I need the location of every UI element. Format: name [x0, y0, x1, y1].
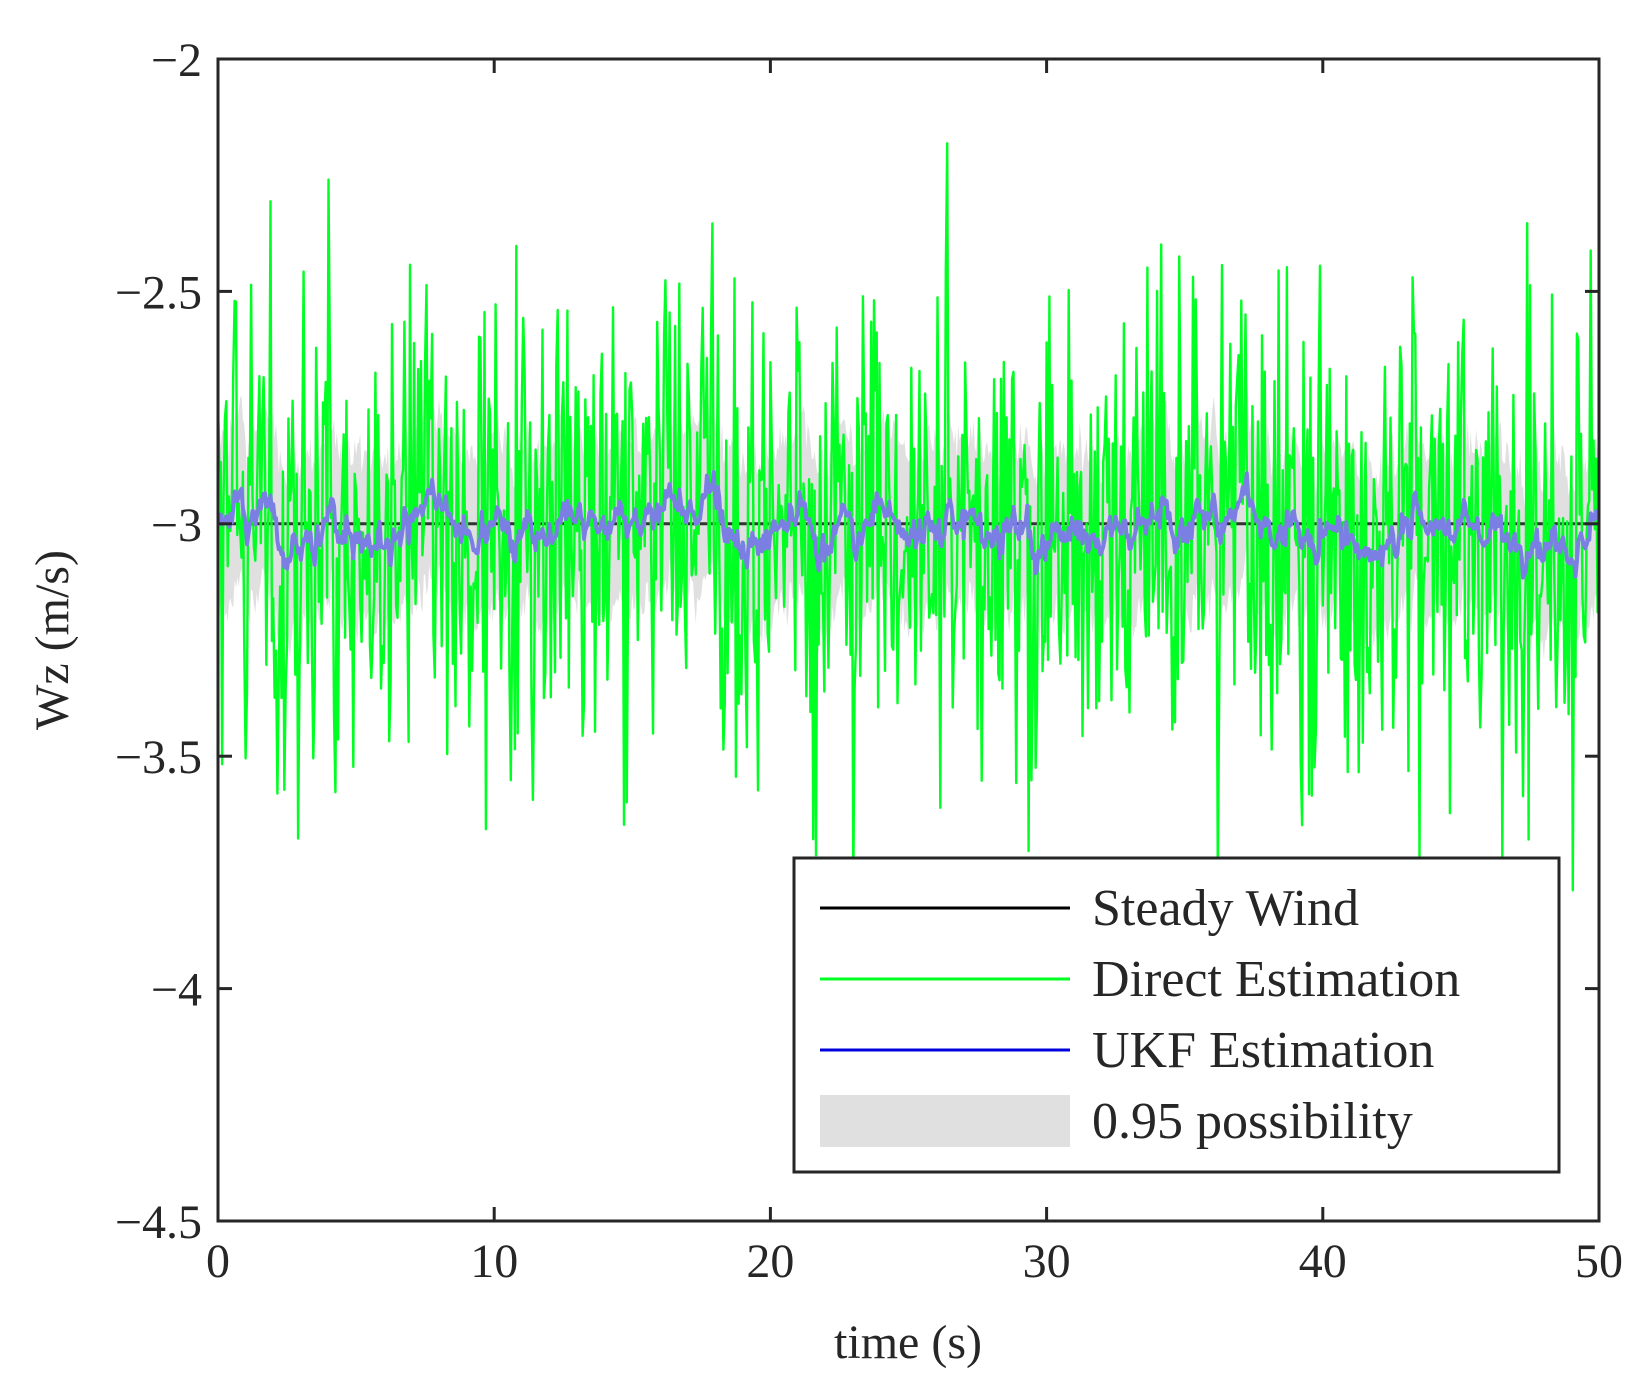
- axes: 0 10 20 30 40 50 −2 −2.5 −3 −3.5 −4 −4.5: [115, 34, 1623, 1288]
- y-tick-label: −3.5: [115, 731, 202, 784]
- x-tick-label: 40: [1299, 1235, 1347, 1288]
- x-axis-label: time (s): [834, 1316, 982, 1369]
- y-tick-label: −3: [151, 499, 202, 552]
- axis-labels: time (s) Wz (m/s): [26, 550, 982, 1369]
- y-tick-label: −2: [151, 34, 202, 87]
- x-tick-label: 20: [746, 1235, 794, 1288]
- legend: Steady Wind Direct Estimation UKF Estimati…: [792, 856, 1561, 1174]
- legend-swatch-0-95-possibility: [820, 1095, 1070, 1147]
- legend-label-steady-wind: Steady Wind: [1092, 880, 1359, 937]
- x-tick-label: 0: [206, 1235, 230, 1288]
- plot-area: [218, 142, 1599, 893]
- series-line-direct-estimation: [218, 142, 1599, 893]
- y-tick-label: −4: [151, 964, 202, 1017]
- legend-label-0-95-possibility: 0.95 possibility: [1092, 1093, 1413, 1150]
- series-line-ukf-estimation: [218, 470, 1599, 580]
- legend-label-ukf-estimation: UKF Estimation: [1092, 1022, 1434, 1079]
- y-tick-label: −4.5: [115, 1196, 202, 1249]
- legend-label-direct-estimation: Direct Estimation: [1092, 951, 1460, 1008]
- x-tick-label: 10: [470, 1235, 518, 1288]
- x-tick-label: 30: [1023, 1235, 1071, 1288]
- y-tick-label: −2.5: [115, 266, 202, 319]
- axes-frame: [216, 57, 1601, 1223]
- y-axis-label: Wz (m/s): [26, 550, 79, 730]
- x-tick-label: 50: [1575, 1235, 1623, 1288]
